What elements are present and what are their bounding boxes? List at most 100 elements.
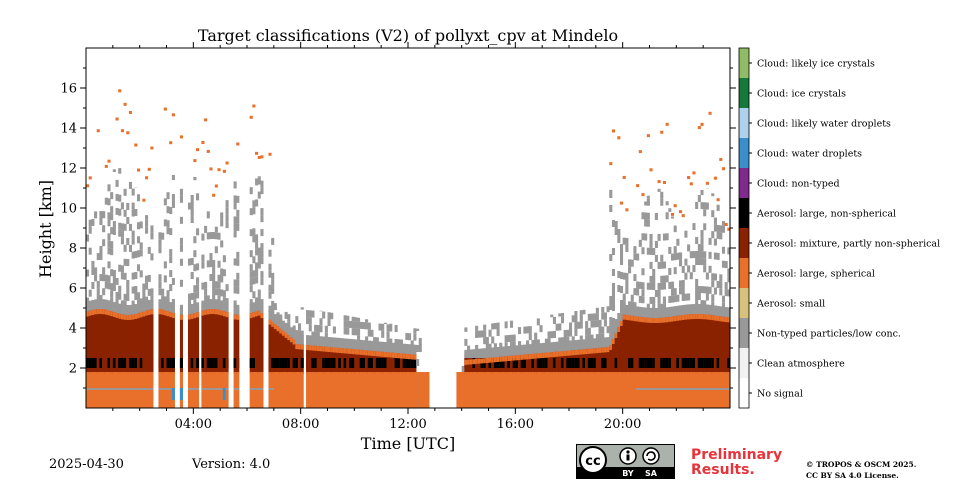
data-cell-spherical xyxy=(142,312,145,317)
data-cell-nontyped xyxy=(188,294,191,301)
data-cell-nontyped xyxy=(250,208,253,215)
data-cell-nontyped xyxy=(99,211,102,218)
data-cell-nontyped xyxy=(711,273,714,280)
data-cell-spherical xyxy=(279,372,282,408)
data-cell-nontyped xyxy=(652,388,655,390)
data-cell-spherical xyxy=(478,359,481,364)
data-cell-spherical xyxy=(617,136,620,139)
data-cell-spherical xyxy=(338,348,341,353)
data-cell-nontyped xyxy=(502,347,505,357)
data-cell-nontyped xyxy=(234,216,237,223)
data-cell-nontyped xyxy=(674,253,677,260)
data-cell-spherical xyxy=(395,372,398,408)
data-cell-nontyped xyxy=(695,251,698,258)
data-cell-nontyped xyxy=(588,314,591,321)
data-cell-nontyped xyxy=(268,271,271,278)
data-cell-nontyped xyxy=(631,306,634,316)
data-cell-nontyped xyxy=(413,328,416,333)
data-cell-nonspherical xyxy=(663,358,666,368)
data-cell-nontyped xyxy=(191,304,194,314)
data-cell-nontyped xyxy=(601,307,604,313)
data-cell-nontyped xyxy=(529,326,532,333)
data-cell-nontyped xyxy=(604,337,607,347)
data-cell-spherical xyxy=(623,176,626,179)
data-cell-spherical xyxy=(585,372,588,408)
data-cell-nontyped xyxy=(711,388,714,390)
data-cell-nontyped xyxy=(352,328,355,335)
data-cell-nontyped xyxy=(639,388,642,390)
data-cell-nontyped xyxy=(116,388,119,390)
data-cell-spherical xyxy=(566,372,569,408)
data-cell-nontyped xyxy=(277,316,280,326)
data-cell-nontyped xyxy=(641,307,644,317)
data-cell-nonspherical xyxy=(411,358,414,368)
data-cell-spherical xyxy=(376,372,379,408)
data-cell-nontyped xyxy=(330,337,333,347)
data-cell-nontyped xyxy=(271,273,274,280)
data-cell-nontyped xyxy=(124,189,127,196)
data-cell-nontyped xyxy=(129,182,132,189)
data-cell-spherical xyxy=(400,372,403,408)
data-cell-spherical xyxy=(572,372,575,408)
data-cell-nontyped xyxy=(647,199,650,206)
data-cell-nontyped xyxy=(475,331,478,338)
data-cell-nonspherical xyxy=(593,358,596,368)
data-cell-spherical xyxy=(679,315,682,320)
data-cell-nonspherical xyxy=(196,358,199,368)
data-cell-nontyped xyxy=(223,269,226,276)
data-cell-nontyped xyxy=(212,281,215,288)
data-cell-nontyped xyxy=(647,308,650,318)
data-cell-nonspherical xyxy=(370,358,373,368)
data-cell-nontyped xyxy=(142,284,145,291)
data-cell-nontyped xyxy=(703,265,706,272)
data-cell-nontyped xyxy=(539,325,542,332)
data-cell-nontyped xyxy=(719,281,722,288)
data-cell-nontyped xyxy=(652,283,655,290)
data-cell-nontyped xyxy=(124,259,127,266)
data-cell-nontyped xyxy=(639,240,642,247)
data-cell-nontyped xyxy=(714,218,717,225)
data-cell-spherical xyxy=(226,312,229,317)
data-cell-nontyped xyxy=(561,313,564,316)
data-cell-nontyped xyxy=(698,286,701,293)
data-cell-nonspherical xyxy=(537,358,540,368)
data-cell-nontyped xyxy=(191,272,194,279)
data-cell-spherical xyxy=(478,372,481,408)
data-cell-spherical xyxy=(116,313,119,318)
data-cell-nontyped xyxy=(660,276,663,283)
data-cell-nontyped xyxy=(279,319,282,329)
data-cell-spherical xyxy=(599,348,602,353)
data-cell-nonspherical xyxy=(158,358,161,368)
data-cell-nontyped xyxy=(357,329,360,336)
data-cell-nontyped xyxy=(140,242,143,249)
data-cell-nontyped xyxy=(590,321,593,328)
data-cell-nontyped xyxy=(663,283,666,290)
data-cell-nonspherical xyxy=(650,358,653,368)
data-cell-nonspherical xyxy=(703,358,706,368)
data-cell-nontyped xyxy=(510,335,513,342)
colorbar-label: Aerosol: large, non-spherical xyxy=(756,209,896,220)
data-cell-nonspherical xyxy=(615,358,618,368)
data-cell-nontyped xyxy=(271,280,274,287)
data-cell-nonspherical xyxy=(204,358,207,368)
data-cell-nontyped xyxy=(319,311,322,312)
data-cell-nontyped xyxy=(196,291,199,298)
x-tick-label: 04:00 xyxy=(175,417,212,432)
data-cell-nontyped xyxy=(628,305,631,315)
data-cell-nontyped xyxy=(134,304,137,314)
data-cell-nontyped xyxy=(107,282,110,289)
data-cell-nontyped xyxy=(625,305,628,315)
data-cell-spherical xyxy=(188,315,191,320)
data-cell-spherical xyxy=(129,315,132,320)
data-cell-nontyped xyxy=(682,305,685,315)
data-cell-spherical xyxy=(212,194,215,197)
data-cell-nontyped xyxy=(389,343,392,353)
data-cell-nontyped xyxy=(590,314,593,321)
data-cell-nonspherical xyxy=(384,358,387,368)
y-tick-label: 4 xyxy=(69,322,77,337)
data-cell-nonspherical xyxy=(636,358,639,368)
data-cell-nontyped xyxy=(167,290,170,297)
data-cell-nonspherical xyxy=(378,358,381,368)
data-cell-nontyped xyxy=(204,226,207,233)
data-cell-spherical xyxy=(140,312,143,317)
